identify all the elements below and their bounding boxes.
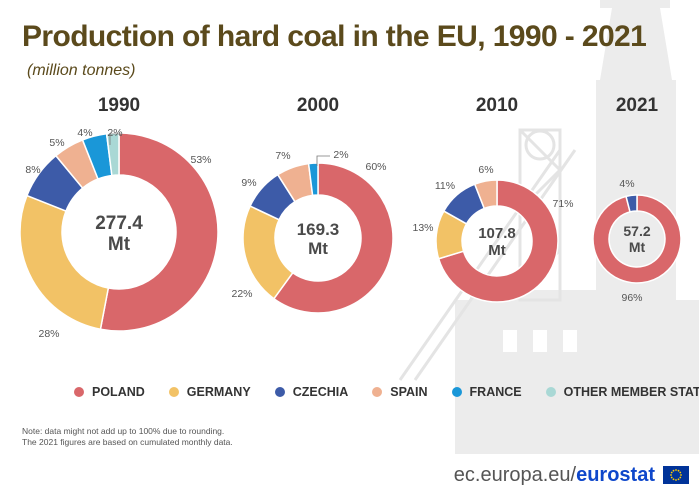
donut-segment-poland (272, 162, 394, 314)
donut-percent-label: 9% (241, 177, 256, 189)
legend-swatch (545, 387, 556, 397)
donut-total-unit: Mt (108, 234, 131, 255)
chart-title: Production of hard coal in the EU, 1990 … (22, 20, 647, 53)
legend-swatch (274, 387, 285, 397)
chimney-top (600, 0, 670, 8)
footnote-line: The 2021 figures are based on cumulated … (22, 437, 233, 447)
leader-line (109, 133, 122, 145)
headframe-bracing (518, 128, 562, 292)
legend-swatch (74, 387, 84, 397)
donut-total-value: 57.2 (623, 223, 650, 239)
donut-percent-label: 11% (435, 180, 455, 192)
legend-item-poland: POLAND (74, 385, 145, 399)
donut-percent-label: 96% (621, 292, 642, 304)
donut-total-unit: Mt (629, 239, 646, 255)
donut-1990: 1990 277.4Mt 53% 28% 8% 5% 4% 2% (19, 95, 219, 340)
donut-percent-label: 4% (77, 127, 92, 139)
eu-flag-icon (663, 466, 689, 484)
window (563, 330, 577, 352)
donut-2000: 2000 169.3Mt 60% 22% 9% 7% 2% (231, 95, 394, 314)
legend-swatch (451, 387, 462, 397)
donut-segment-czechia (625, 194, 638, 213)
winding-wheel (524, 129, 556, 161)
donut-percent-label: 13% (412, 222, 433, 234)
donut-segment-spain (473, 179, 498, 210)
footer: ec.europa.eu/eurostat (0, 454, 699, 495)
donut-percent-label: 7% (275, 150, 290, 162)
footnote: Note: data might not add up to 100% due … (22, 426, 233, 448)
donut-segment-germany (19, 194, 110, 331)
window (533, 330, 547, 352)
donut-2021: 2021 57.2Mt 96% 4% (592, 95, 682, 304)
legend-label: FRANCE (469, 385, 522, 399)
legend-label: CZECHIA (292, 385, 349, 399)
donut-total-value: 107.8 (478, 225, 516, 242)
donut-year-label: 2000 (297, 95, 339, 116)
legend-label: OTHER MEMBER STATES (563, 385, 699, 399)
footnote-line: Note: data might not add up to 100% due … (22, 426, 225, 436)
source-url-brand: eurostat (576, 464, 655, 486)
source-link[interactable]: ec.europa.eu/eurostat (454, 464, 655, 487)
donut-percent-label: 2% (333, 149, 348, 161)
legend-item-czechia: CZECHIA (274, 385, 349, 399)
donut-segment-france (307, 162, 319, 197)
mine-roof (470, 290, 600, 300)
donut-percent-label: 22% (231, 288, 252, 300)
legend-swatch (168, 387, 179, 397)
legend-swatch (372, 387, 383, 397)
window (503, 330, 517, 352)
leader-line (316, 155, 330, 166)
mine-building (455, 300, 699, 455)
donut-segment-poland (592, 194, 682, 284)
chimney (600, 8, 672, 80)
donut-percent-label: 53% (190, 154, 211, 166)
donut-percent-label: 28% (38, 328, 59, 340)
donut-percent-label: 6% (478, 164, 493, 176)
legend-label: GERMANY (186, 385, 251, 399)
legend-item-other-member-states: OTHER MEMBER STATES (545, 385, 699, 399)
donut-year-label: 2010 (476, 95, 518, 116)
conveyor-ramp (398, 149, 577, 381)
legend-item-spain: SPAIN (372, 385, 428, 399)
donut-total-unit: Mt (308, 239, 328, 258)
donut-percent-label: 71% (552, 198, 573, 210)
chart-subtitle: (million tonnes) (27, 62, 136, 79)
donut-percent-label: 5% (49, 137, 64, 149)
legend: POLAND GERMANY CZECHIA SPAIN FRANCE OTHE… (74, 385, 699, 399)
donut-total-value: 169.3 (297, 220, 340, 239)
headframe (518, 128, 562, 302)
donut-total-unit: Mt (488, 242, 506, 259)
donut-percent-label: 2% (107, 127, 122, 139)
donut-2010: 2010 107.8Mt 71% 13% 11% 6% (412, 95, 574, 303)
donut-total-value: 277.4 (95, 213, 143, 234)
donut-percent-label: 8% (25, 164, 40, 176)
donut-percent-label: 4% (619, 178, 634, 190)
legend-item-germany: GERMANY (168, 385, 251, 399)
donut-year-label: 1990 (98, 95, 140, 116)
donut-segment-poland (99, 132, 219, 332)
source-url-prefix: ec.europa.eu/ (453, 464, 577, 486)
donut-year-label: 2021 (616, 95, 659, 116)
legend-label: SPAIN (390, 385, 428, 399)
legend-item-france: FRANCE (451, 385, 522, 399)
donut-percent-label: 60% (365, 161, 386, 173)
donut-segment-poland (437, 179, 559, 303)
legend-label: POLAND (92, 385, 145, 399)
